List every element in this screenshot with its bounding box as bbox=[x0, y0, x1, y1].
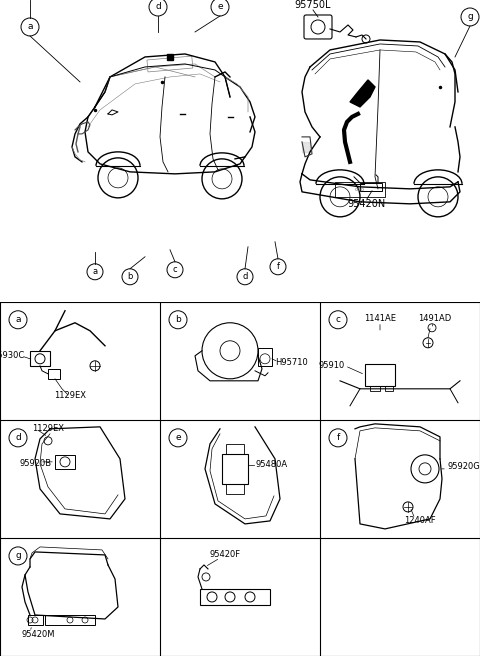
Text: c: c bbox=[336, 316, 340, 324]
Text: 95420N: 95420N bbox=[348, 199, 386, 209]
Polygon shape bbox=[350, 80, 375, 107]
Polygon shape bbox=[302, 142, 310, 152]
Bar bbox=[226, 484, 244, 494]
Text: ooo: ooo bbox=[355, 188, 365, 192]
Bar bbox=[200, 589, 270, 605]
Text: d: d bbox=[155, 3, 161, 12]
Text: 95910: 95910 bbox=[319, 361, 345, 370]
Text: a: a bbox=[93, 267, 97, 276]
Text: 1141AE: 1141AE bbox=[364, 314, 396, 323]
Bar bbox=[385, 386, 393, 391]
Text: f: f bbox=[276, 262, 279, 272]
Text: f: f bbox=[336, 434, 340, 442]
Text: g: g bbox=[15, 552, 21, 560]
Text: 95420M: 95420M bbox=[22, 630, 56, 640]
Bar bbox=[48, 369, 60, 379]
Text: 95920B: 95920B bbox=[20, 459, 52, 468]
Text: a: a bbox=[27, 22, 33, 31]
Text: d: d bbox=[15, 434, 21, 442]
Bar bbox=[55, 455, 75, 469]
Bar bbox=[258, 348, 272, 366]
Text: 95420F: 95420F bbox=[209, 550, 240, 560]
Text: 95920G: 95920G bbox=[448, 462, 480, 472]
Text: 95930C: 95930C bbox=[0, 352, 25, 360]
Text: 95750L: 95750L bbox=[295, 0, 331, 10]
Text: 1240AF: 1240AF bbox=[404, 516, 436, 525]
Bar bbox=[365, 364, 395, 386]
Text: e: e bbox=[217, 3, 223, 12]
Text: g: g bbox=[467, 12, 473, 22]
Bar bbox=[30, 351, 50, 366]
Text: c: c bbox=[173, 265, 177, 274]
Text: b: b bbox=[127, 272, 132, 281]
Bar bbox=[370, 386, 380, 391]
Text: e: e bbox=[175, 434, 181, 442]
Bar bbox=[28, 615, 43, 625]
Text: 1491AD: 1491AD bbox=[419, 314, 452, 323]
Text: H95710: H95710 bbox=[275, 358, 308, 367]
Bar bbox=[45, 615, 95, 625]
Text: 95480A: 95480A bbox=[255, 461, 287, 470]
Text: d: d bbox=[242, 272, 248, 281]
Bar bbox=[222, 454, 248, 484]
Bar bbox=[226, 444, 244, 454]
Text: 1129EX: 1129EX bbox=[54, 392, 86, 400]
Bar bbox=[360, 183, 382, 191]
Bar bbox=[147, 56, 193, 72]
Text: a: a bbox=[15, 316, 21, 324]
Text: 1129EX: 1129EX bbox=[32, 424, 64, 434]
Bar bbox=[335, 182, 385, 197]
Text: b: b bbox=[175, 316, 181, 324]
